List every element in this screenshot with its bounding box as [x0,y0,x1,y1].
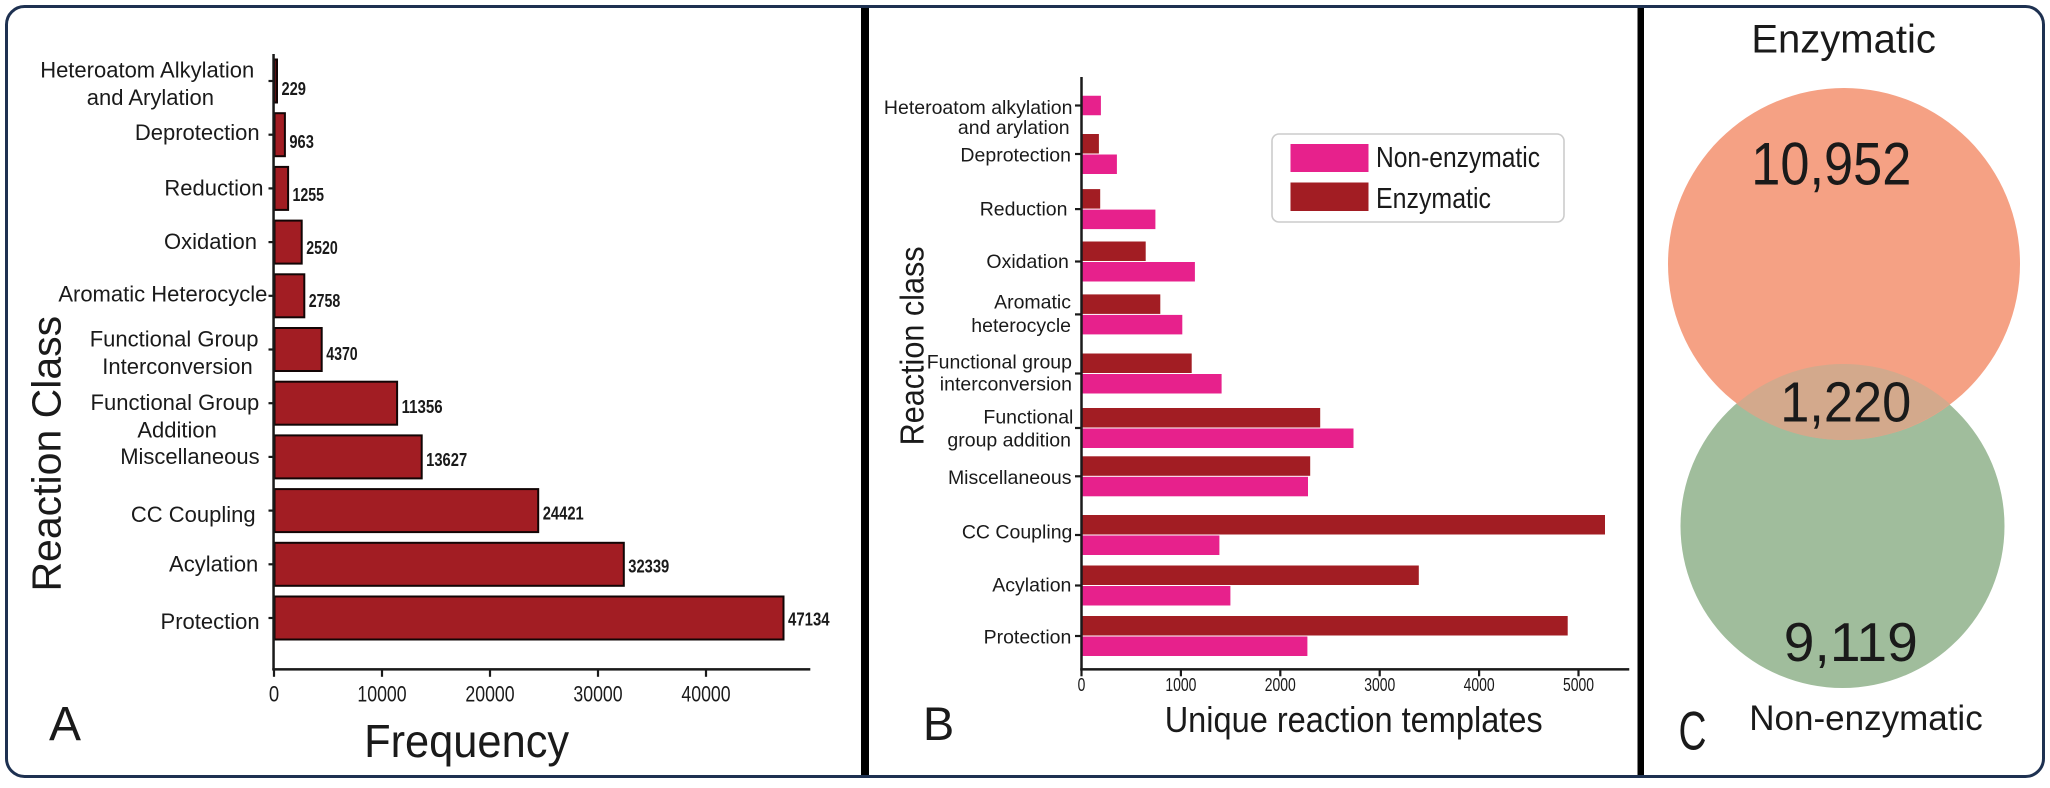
svg-text:and arylation: and arylation [958,117,1070,139]
svg-text:Deprotection: Deprotection [135,120,260,145]
svg-text:3000: 3000 [1364,675,1395,695]
svg-text:Enzymatic: Enzymatic [1751,18,1936,62]
svg-text:Functional group: Functional group [927,352,1072,374]
svg-text:B: B [923,697,954,750]
svg-text:Protection: Protection [984,627,1072,649]
svg-text:Miscellaneous: Miscellaneous [948,467,1072,489]
svg-text:30000: 30000 [573,682,622,707]
svg-text:1000: 1000 [1165,675,1196,695]
svg-text:Functional: Functional [983,406,1073,428]
svg-text:CC Coupling: CC Coupling [131,502,256,527]
svg-text:2520: 2520 [306,238,338,258]
svg-text:group addition: group addition [947,430,1071,452]
svg-text:interconversion: interconversion [940,374,1072,396]
svg-text:9,119: 9,119 [1784,611,1918,673]
svg-text:Interconversion: Interconversion [102,354,252,379]
svg-text:1,220: 1,220 [1780,370,1911,434]
svg-text:Aromatic Heterocycle: Aromatic Heterocycle [58,281,267,306]
svg-text:Reduction: Reduction [980,199,1068,221]
svg-text:20000: 20000 [465,682,514,707]
svg-text:Heteroatom alkylation: Heteroatom alkylation [884,97,1073,119]
svg-text:C: C [1679,700,1707,762]
svg-text:Functional Group: Functional Group [91,390,260,415]
svg-text:Acylation: Acylation [992,575,1071,597]
svg-text:Non-enzymatic: Non-enzymatic [1749,699,1982,738]
svg-text:Unique reaction templates: Unique reaction templates [1165,699,1543,740]
svg-text:40000: 40000 [681,682,730,707]
svg-text:10,952: 10,952 [1751,131,1911,198]
svg-text:and Arylation: and Arylation [87,85,214,110]
svg-text:24421: 24421 [543,503,584,523]
svg-text:2758: 2758 [309,291,341,311]
svg-text:32339: 32339 [628,556,669,576]
svg-text:Functional Group: Functional Group [90,326,259,351]
svg-text:0: 0 [269,682,279,707]
svg-text:Aromatic: Aromatic [994,292,1071,314]
svg-text:A: A [49,698,81,751]
svg-text:963: 963 [289,132,314,152]
svg-text:Oxidation: Oxidation [164,229,257,254]
svg-text:Reaction Class: Reaction Class [24,316,70,592]
svg-text:Addition: Addition [137,418,217,443]
svg-text:Oxidation: Oxidation [986,251,1068,273]
svg-text:2000: 2000 [1265,675,1296,695]
svg-text:47134: 47134 [788,609,830,629]
svg-text:4000: 4000 [1464,675,1495,695]
svg-text:13627: 13627 [426,450,467,470]
svg-text:Miscellaneous: Miscellaneous [120,444,259,469]
svg-text:11356: 11356 [402,397,443,417]
svg-text:Acylation: Acylation [169,551,258,576]
svg-text:CC Coupling: CC Coupling [962,522,1073,544]
svg-text:heterocycle: heterocycle [971,315,1071,337]
svg-text:Enzymatic: Enzymatic [1376,183,1491,215]
svg-text:5000: 5000 [1563,675,1594,695]
svg-text:Non-enzymatic: Non-enzymatic [1376,142,1540,174]
svg-text:10000: 10000 [357,682,406,707]
svg-text:Reaction class: Reaction class [893,246,930,445]
svg-text:0: 0 [1078,675,1086,695]
svg-text:Deprotection: Deprotection [960,144,1071,166]
svg-text:4370: 4370 [326,344,358,364]
svg-text:Frequency: Frequency [364,715,569,767]
svg-text:1255: 1255 [293,185,325,205]
svg-text:Reduction: Reduction [164,175,263,200]
svg-text:229: 229 [281,79,306,99]
svg-text:Heteroatom Alkylation: Heteroatom Alkylation [40,58,254,83]
svg-text:Protection: Protection [161,609,260,634]
